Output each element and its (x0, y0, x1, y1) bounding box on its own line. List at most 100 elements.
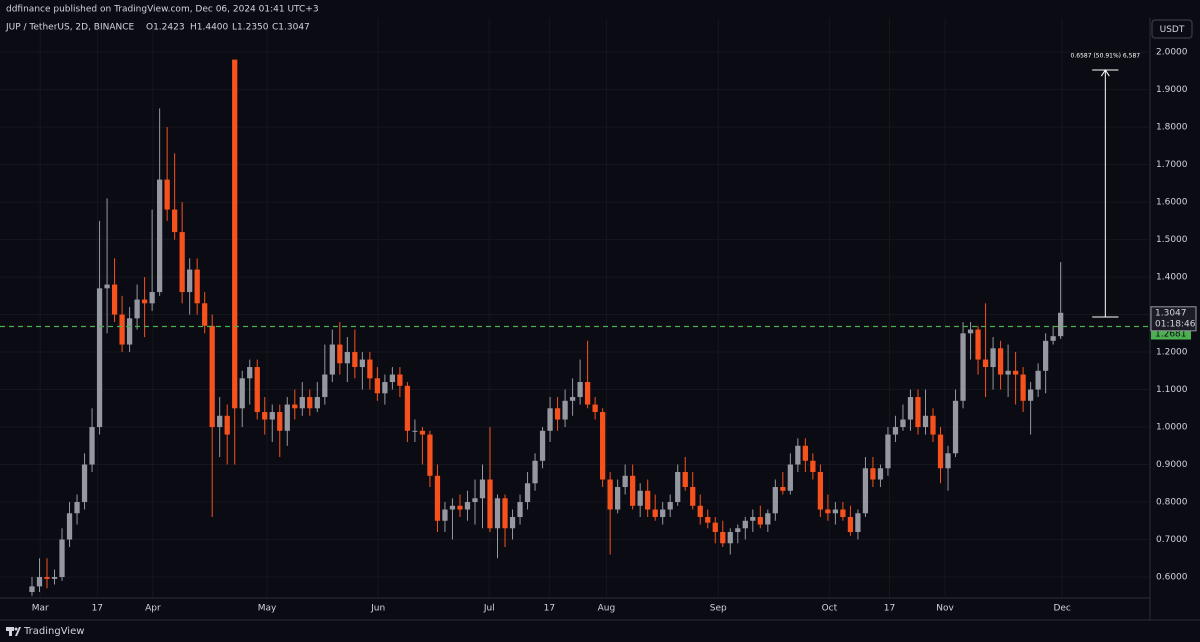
x-tick-label: May (258, 604, 277, 614)
candle-body (322, 374, 328, 398)
candle-body (307, 397, 313, 409)
y-tick-label: 1.5000 (1156, 235, 1188, 245)
candle-body (765, 513, 771, 525)
candle-body (36, 577, 43, 587)
candle-body (1012, 370, 1019, 375)
level-label: 1.2681 (1155, 330, 1187, 340)
candle-body (157, 179, 163, 293)
candle-body (787, 464, 793, 491)
candle-body (254, 367, 260, 413)
x-tick-label: Mar (32, 604, 49, 614)
x-tick-label: 17 (92, 604, 103, 614)
candle-body (374, 378, 381, 394)
candle-body (900, 419, 906, 428)
candle-body (179, 232, 185, 293)
candle-body (645, 490, 651, 510)
candle-body (126, 318, 133, 345)
candle-body (705, 517, 711, 523)
candle-body (562, 400, 568, 420)
candle-body (284, 404, 290, 431)
candle-body (877, 468, 884, 480)
candle-body (434, 475, 441, 521)
candle-body (667, 502, 673, 510)
candle-body (832, 509, 839, 514)
candle-body (187, 269, 193, 293)
candle-body (352, 352, 358, 368)
x-tick-label: Dec (1053, 604, 1070, 614)
last-price-tag (1150, 306, 1197, 332)
candle-body (134, 299, 140, 319)
candle-body (217, 415, 223, 428)
measure-arrowhead (1100, 69, 1110, 77)
currency-label: USDT (1160, 25, 1185, 35)
candle-body (569, 397, 576, 401)
ohlc-high: H1.4400 (190, 23, 229, 33)
candle-body (232, 59, 238, 409)
candle-body (1005, 370, 1011, 375)
x-tick-label: Nov (936, 604, 954, 614)
candle-body (652, 509, 658, 518)
footer-brand: TradingView (23, 626, 84, 637)
candle-body (89, 427, 95, 465)
footer-logo (6, 627, 21, 636)
candle-body (397, 374, 403, 386)
candle-body (344, 352, 350, 364)
candle-body (825, 509, 831, 514)
y-tick-label: 2.0000 (1156, 48, 1188, 58)
y-tick-label: 1.6000 (1156, 198, 1188, 208)
candle-body (224, 415, 230, 435)
candle-body (937, 434, 944, 469)
candle-body (720, 532, 726, 544)
candle-body (404, 385, 411, 431)
candle-body (494, 498, 501, 529)
candle-body (690, 487, 696, 506)
symbol: JUP / TetherUS, 2D, BINANCE (5, 23, 135, 33)
y-tick-label: 1.8000 (1156, 123, 1188, 133)
ohlc-low: L1.2350 (232, 23, 269, 33)
candle-body (997, 348, 1004, 375)
candle-body (81, 464, 88, 503)
candle-body (1027, 389, 1034, 401)
candle-body (247, 367, 253, 379)
logo-part (15, 627, 21, 636)
candle-body (915, 397, 921, 428)
currency-button[interactable] (1151, 19, 1193, 39)
candle-body (727, 532, 733, 544)
candle-body (885, 434, 891, 469)
candle-body (855, 513, 861, 533)
y-tick-label: 1.4000 (1156, 273, 1188, 283)
candle-body (802, 445, 808, 461)
candle-body (141, 299, 148, 304)
candle-body (119, 314, 125, 345)
candle-body (412, 430, 418, 432)
y-tick-label: 1.9000 (1156, 85, 1188, 95)
candle-body (337, 344, 343, 364)
candle-body (359, 359, 365, 368)
candle-body (817, 472, 824, 510)
candle-body (194, 269, 200, 304)
y-tick-label: 0.7000 (1156, 535, 1188, 545)
y-tick-label: 1.7000 (1156, 160, 1188, 170)
grid (0, 18, 1150, 598)
countdown: 01:18:46 (1155, 319, 1196, 329)
candle-body (750, 517, 756, 521)
candle-body (607, 479, 613, 510)
candle-body (622, 475, 628, 488)
candle-body (780, 487, 786, 491)
candle-body (382, 382, 388, 394)
x-tick-label: Jun (370, 604, 385, 614)
candle-body (675, 472, 681, 503)
candle-body (299, 397, 305, 409)
candle-body (772, 487, 778, 514)
candle-body (51, 577, 58, 579)
candle-body (592, 404, 598, 413)
x-tick-label: Jul (483, 604, 495, 614)
candle-body (682, 472, 688, 488)
candle-body (269, 412, 275, 420)
plot (29, 59, 1064, 596)
candle-body (449, 505, 456, 510)
candle-body (442, 509, 448, 521)
candle-body (630, 475, 636, 506)
